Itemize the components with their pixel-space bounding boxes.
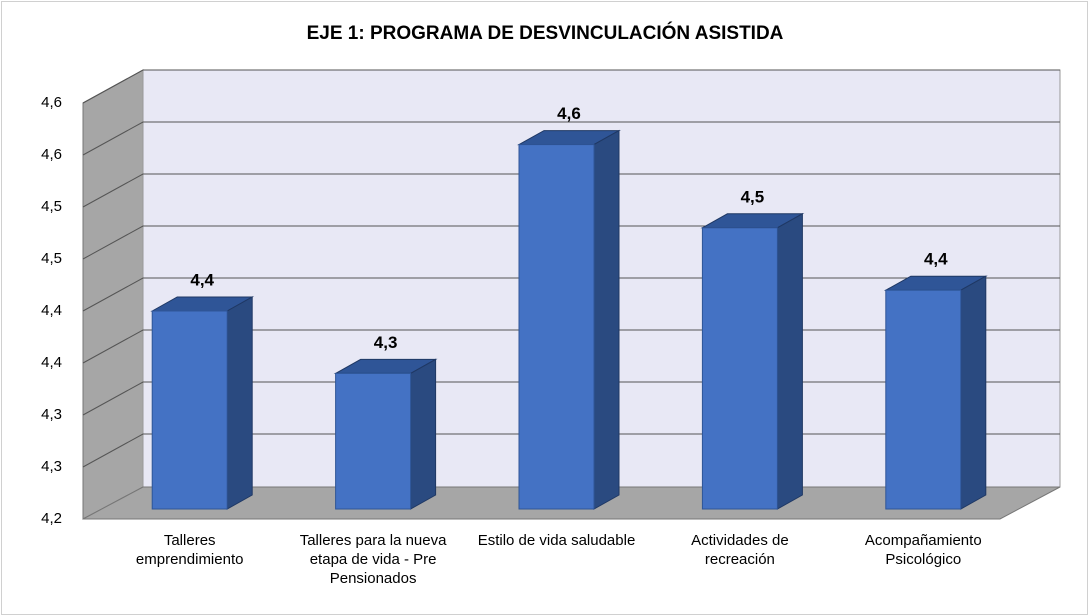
data-label: 4,6 [557,104,581,123]
y-tick-label: 4,5 [41,250,62,267]
bar-front [335,372,412,510]
bar-side [593,129,620,510]
y-tick-label: 4,3 [41,458,62,475]
y-tick-label: 4,6 [41,94,62,111]
bar [517,129,621,510]
y-tick-label: 4,4 [41,354,62,371]
bar-side [776,212,803,510]
y-tick-label: 4,4 [41,302,62,319]
bar-front [885,289,962,510]
bar-front [518,144,595,510]
y-tick-label: 4,3 [41,406,62,423]
data-label: 4,4 [190,270,214,289]
bar [883,275,988,510]
y-tick-label: 4,5 [41,198,62,215]
y-tick-label: 4,2 [41,510,62,527]
bar-side [410,358,437,510]
grid-line [82,173,1060,208]
bar [150,296,255,510]
data-label: 4,4 [924,250,948,269]
grid-line [82,69,1060,104]
x-tick-label: Actividades de recreación [691,532,789,568]
bar-front [151,310,228,510]
x-tick-label: Estilo de vida saludable [477,532,636,549]
y-tick-label: 4,6 [41,146,62,163]
x-tick-label: Talleres para la nueva etapa de vida - P… [299,532,447,587]
grid-line [82,121,1060,156]
data-label: 4,3 [374,333,398,352]
bar-side [226,296,253,510]
bar [700,212,805,510]
bar [333,358,438,510]
bar-front [701,227,778,510]
chart-title: EJE 1: PROGRAMA DE DESVINCULACIÓN ASISTI… [307,22,784,44]
x-tick-label: Acompañamiento Psicológico [864,532,982,568]
bar-side [960,275,987,510]
data-label: 4,5 [741,187,765,206]
x-tick-label: Talleres emprendimiento [135,532,244,568]
